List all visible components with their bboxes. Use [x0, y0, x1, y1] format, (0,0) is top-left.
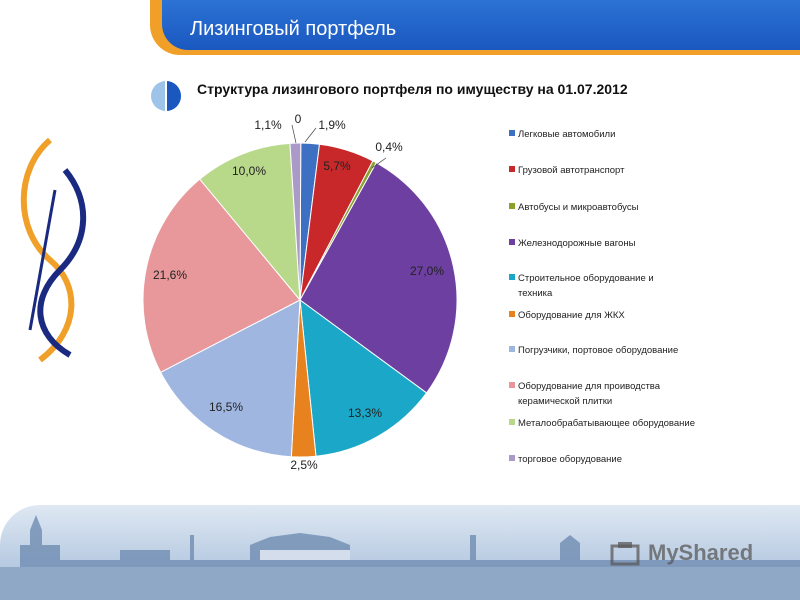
pie-slice [159, 299, 301, 458]
legend-entry: Оборудование для ЖКХ [518, 310, 625, 321]
legend-entry: Металообрабатывающее оборудование [518, 418, 695, 429]
pie-slice [299, 298, 428, 457]
company-logo-icon [20, 137, 87, 363]
pie-slice [299, 162, 458, 394]
legend-entry: Погрузчики, портовое оборудование [518, 345, 678, 356]
legend-swatch [509, 239, 515, 245]
legend-entry: Легковые автомобили [518, 129, 615, 140]
chart-subtitle: Структура лизингового портфеля по имущес… [197, 81, 628, 97]
legend-entry: Оборудование для проиводства [518, 381, 661, 392]
legend-swatch [509, 166, 515, 172]
data-label: 27,0% [410, 264, 444, 278]
data-label: 13,3% [348, 406, 382, 420]
pie-labels: 1,9% 5,7% 0,4% 27,0% 13,3% 2,5% 16,5% 21,6% 10,0… [153, 112, 444, 472]
data-label: 0 [295, 112, 302, 126]
watermark: MyShared [648, 540, 754, 565]
data-label: 2,5% [290, 458, 318, 472]
legend: Легковые автомобили Грузовой автотранспор… [509, 129, 695, 465]
legend-entry: Железнодорожные вагоны [518, 238, 636, 249]
leader-line [371, 157, 387, 169]
legend-swatch [509, 346, 515, 352]
skyline-icon [0, 515, 800, 600]
pie-slice [289, 142, 302, 301]
legend-swatch [509, 203, 515, 209]
legend-entry: Автобусы и микроавтобусы [518, 202, 639, 213]
legend-swatch [509, 382, 515, 388]
watermark-icon [610, 542, 640, 566]
legend-swatch [509, 311, 515, 317]
page-title: Лизинговый портфель [190, 18, 397, 40]
data-label: 16,5% [209, 400, 243, 414]
legend-swatch [509, 419, 515, 425]
header-bar [162, 0, 800, 50]
legend-entry: Грузовой автотранспорт [518, 165, 625, 176]
data-label: 10,0% [232, 164, 266, 178]
data-label: 0,4% [375, 140, 403, 154]
bullet-icon [151, 81, 181, 111]
leader-line [304, 127, 317, 143]
legend-swatch [509, 274, 515, 280]
pie-slice [199, 142, 301, 302]
legend-swatch [509, 130, 515, 136]
legend-entry: Строительное оборудование и [518, 273, 654, 284]
pie-slices [142, 142, 458, 458]
data-label: 1,1% [254, 118, 282, 132]
data-label: 1,9% [318, 118, 346, 132]
legend-entry-continued: техника [518, 288, 553, 299]
legend-entry: торговое оборудование [518, 454, 622, 465]
data-label: 5,7% [323, 159, 351, 173]
city-panorama-banner [0, 505, 800, 600]
legend-entry-continued: керамической плитки [518, 396, 612, 407]
leader-line [291, 124, 297, 144]
pie-slice [142, 178, 301, 374]
data-label: 21,6% [153, 268, 187, 282]
legend-swatch [509, 455, 515, 461]
